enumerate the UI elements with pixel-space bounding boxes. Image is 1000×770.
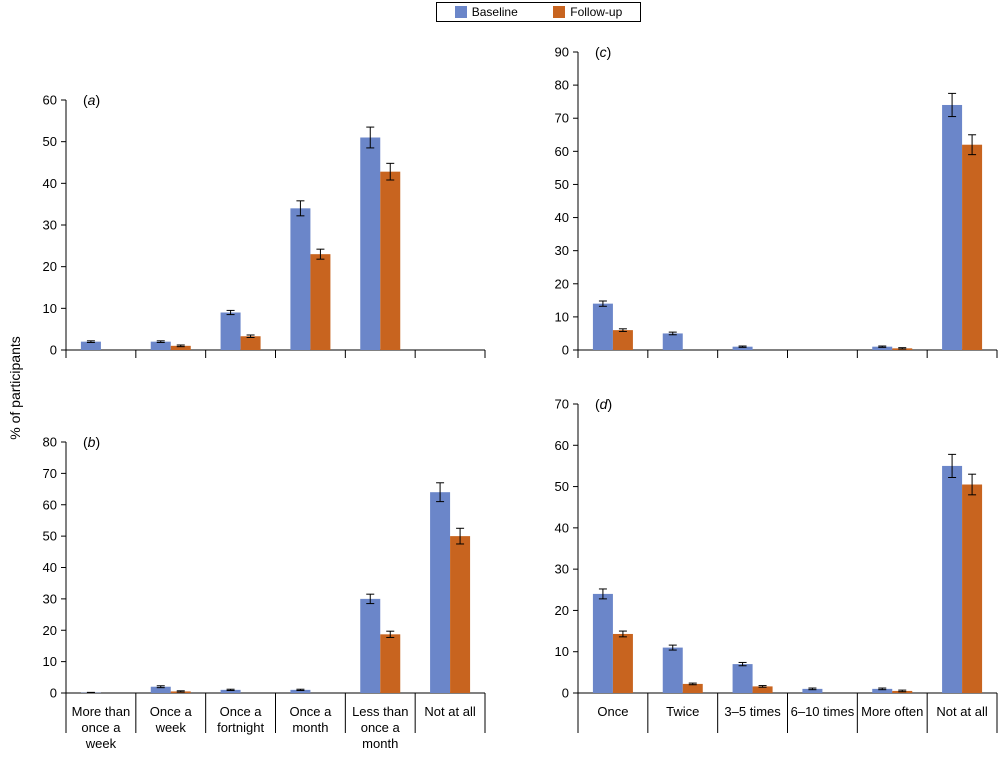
category-label-d: 3–5 times: [724, 704, 781, 719]
category-label-b: Once a: [150, 704, 193, 719]
bar-followup-a: [380, 171, 401, 350]
y-tick-label-b: 70: [43, 466, 57, 481]
y-tick-label-c: 90: [555, 45, 569, 60]
y-tick-label-c: 60: [555, 144, 569, 159]
category-label-b: Not at all: [424, 704, 475, 719]
y-tick-label-b: 80: [43, 435, 57, 450]
bar-baseline-a: [80, 341, 101, 350]
bar-followup-d: [682, 683, 703, 693]
category-label-b: Less than: [352, 704, 408, 719]
bar-baseline-d: [802, 688, 823, 693]
y-tick-label-c: 80: [555, 78, 569, 93]
y-tick-label-a: 20: [43, 259, 57, 274]
bar-baseline-b: [150, 686, 171, 693]
category-label-b: month: [362, 736, 398, 751]
legend: Baseline Follow-up: [436, 2, 641, 22]
y-tick-label-c: 40: [555, 210, 569, 225]
y-tick-label-b: 10: [43, 654, 57, 669]
y-tick-label-b: 40: [43, 560, 57, 575]
y-tick-label-a: 60: [43, 93, 57, 108]
bar-baseline-c: [592, 303, 613, 350]
category-label-b: Once a: [220, 704, 263, 719]
y-tick-label-b: 0: [50, 686, 57, 701]
bar-followup-d: [962, 484, 983, 693]
y-tick-label-c: 10: [555, 309, 569, 324]
category-label-b: Once a: [289, 704, 332, 719]
bar-followup-c: [962, 144, 983, 350]
bar-followup-d: [612, 633, 633, 693]
category-label-d: Once: [597, 704, 628, 719]
category-label-b: More than: [72, 704, 131, 719]
legend-item-followup: Follow-up: [553, 5, 622, 19]
panel-label-d: (d): [595, 396, 612, 412]
category-label-d: 6–10 times: [791, 704, 855, 719]
y-tick-label-a: 40: [43, 176, 57, 191]
y-tick-label-a: 50: [43, 134, 57, 149]
y-tick-label-b: 60: [43, 497, 57, 512]
y-tick-label-b: 50: [43, 529, 57, 544]
y-tick-label-d: 50: [555, 479, 569, 494]
bar-baseline-d: [592, 593, 613, 693]
legend-swatch-followup: [553, 6, 566, 18]
category-label-b: once a: [361, 720, 401, 735]
bar-baseline-b: [220, 689, 241, 693]
bar-baseline-c: [942, 104, 963, 350]
bar-baseline-c: [872, 346, 893, 350]
bar-followup-a: [170, 345, 191, 350]
y-tick-label-a: 0: [50, 343, 57, 358]
bar-baseline-d: [662, 647, 683, 693]
category-label-b: week: [85, 736, 117, 751]
y-tick-label-d: 30: [555, 562, 569, 577]
bar-baseline-d: [872, 688, 893, 693]
category-label-b: week: [155, 720, 187, 735]
bar-baseline-d: [732, 664, 753, 693]
bar-baseline-d: [942, 465, 963, 693]
bar-followup-b: [380, 634, 401, 693]
y-tick-label-c: 0: [562, 343, 569, 358]
bar-baseline-a: [290, 208, 311, 350]
y-tick-label-b: 20: [43, 623, 57, 638]
panel-label-b: (b): [83, 434, 100, 450]
bar-followup-c: [612, 330, 633, 350]
bar-baseline-a: [150, 341, 171, 350]
category-label-b: month: [292, 720, 328, 735]
bar-baseline-b: [360, 598, 381, 693]
y-tick-label-d: 20: [555, 603, 569, 618]
category-label-d: Twice: [666, 704, 699, 719]
legend-label-followup: Follow-up: [570, 5, 623, 19]
y-tick-label-c: 30: [555, 243, 569, 258]
bar-baseline-b: [430, 492, 451, 693]
bar-baseline-c: [732, 346, 753, 350]
bar-baseline-a: [360, 137, 381, 350]
bar-followup-b: [450, 536, 471, 693]
category-label-d: More often: [861, 704, 923, 719]
y-tick-label-a: 30: [43, 218, 57, 233]
category-label-b: once a: [81, 720, 121, 735]
panel-label-c: (c): [595, 44, 611, 60]
bar-baseline-a: [220, 312, 241, 350]
y-tick-label-a: 10: [43, 301, 57, 316]
bar-followup-a: [310, 254, 331, 350]
y-tick-label-d: 40: [555, 520, 569, 535]
y-tick-label-d: 10: [555, 644, 569, 659]
y-tick-label-c: 20: [555, 276, 569, 291]
y-tick-label-d: 70: [555, 397, 569, 412]
legend-label-baseline: Baseline: [471, 5, 518, 19]
legend-item-baseline: Baseline: [454, 5, 518, 19]
bar-baseline-b: [290, 689, 311, 693]
y-tick-label-c: 50: [555, 177, 569, 192]
category-label-b: fortnight: [217, 720, 264, 735]
category-label-d: Not at all: [936, 704, 987, 719]
y-tick-label-b: 30: [43, 591, 57, 606]
bar-followup-a: [240, 336, 261, 350]
bar-baseline-c: [662, 333, 683, 350]
y-tick-label-d: 0: [562, 686, 569, 701]
y-tick-label-d: 60: [555, 438, 569, 453]
y-tick-label-c: 70: [555, 111, 569, 126]
legend-swatch-baseline: [454, 6, 467, 18]
bar-followup-d: [752, 686, 773, 693]
panel-label-a: (a): [83, 92, 100, 108]
